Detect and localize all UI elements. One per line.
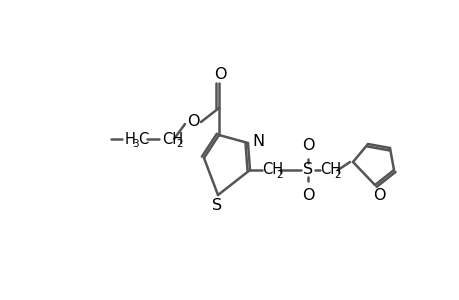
Text: H: H xyxy=(125,131,135,146)
Text: S: S xyxy=(212,199,222,214)
Text: 3: 3 xyxy=(132,139,138,149)
Text: C: C xyxy=(138,131,148,146)
Text: 2: 2 xyxy=(275,170,282,180)
Text: N: N xyxy=(252,134,263,149)
Text: CH: CH xyxy=(319,163,341,178)
Text: O: O xyxy=(301,188,313,202)
Text: S: S xyxy=(302,163,313,178)
Text: 2: 2 xyxy=(176,139,182,149)
Text: CH: CH xyxy=(162,131,183,146)
Text: O: O xyxy=(213,67,226,82)
Text: O: O xyxy=(301,137,313,152)
Text: 2: 2 xyxy=(333,170,340,180)
Text: CH: CH xyxy=(262,163,282,178)
Text: O: O xyxy=(186,115,199,130)
Text: O: O xyxy=(372,188,385,202)
